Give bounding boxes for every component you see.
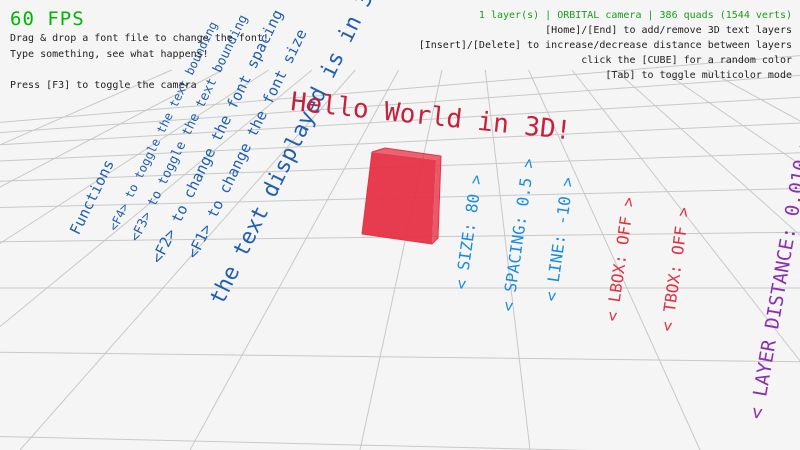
grid-line-depth [614, 69, 800, 236]
cube[interactable] [361, 147, 442, 245]
grid-line-cross [0, 435, 590, 450]
grid-line-depth [528, 69, 701, 450]
lbox-label: < LBOX: OFF > [602, 196, 638, 323]
grid-line-depth [484, 69, 531, 450]
grid-line-depth [0, 69, 269, 245]
grid-line-depth [0, 69, 223, 188]
floor-text-block: the text displayed is in 3D <F1> to chan… [66, 0, 385, 309]
help-click-cube: click the [CUBE] for a random color [581, 55, 792, 66]
grid-line-cross [0, 96, 800, 146]
status-line: 1 layer(s) | ORBITAL camera | 386 quads … [478, 10, 792, 21]
grid-line-depth [189, 69, 400, 450]
layer-distance-label: < LAYER DISTANCE: 0.010 > [745, 135, 800, 420]
grid-line-depth [359, 69, 443, 450]
help-toggle-camera: Press [F3] to toggle the camera [10, 80, 197, 91]
grid-line-cross [0, 74, 800, 134]
spacing-label: < SPACING: 0.5 > [498, 157, 538, 312]
grid-line-cross [0, 55, 800, 123]
help-type-something: Type something, see what happens! [10, 49, 209, 60]
help-drag-drop-font: Drag & drop a font file to change the fo… [10, 33, 269, 44]
fps-counter: 60 FPS [10, 8, 85, 30]
grid-line-depth [19, 69, 356, 450]
hello-world-3d-title: Hello World in 3D! [289, 87, 572, 146]
grid-line-depth [571, 69, 800, 362]
grid-line-depth [0, 69, 172, 146]
grid-line-cross [0, 122, 800, 162]
help-insert-delete: [Insert]/[Delete] to increase/decrease d… [418, 40, 792, 51]
tbox-label: < TBOX: OFF > [657, 206, 693, 333]
help-tab-multicolor: [Tab] to toggle multicolor mode [605, 70, 792, 81]
grid-line-cross [0, 351, 800, 363]
settings-labels: < SIZE: 80 > < SPACING: 0.5 > < LINE: -1… [451, 135, 800, 420]
grid-line-depth [0, 69, 313, 328]
grid-line-depth [660, 69, 800, 166]
help-home-end: [Home]/[End] to add/remove 3D text layer… [545, 25, 792, 36]
size-label: < SIZE: 80 > [451, 173, 486, 290]
